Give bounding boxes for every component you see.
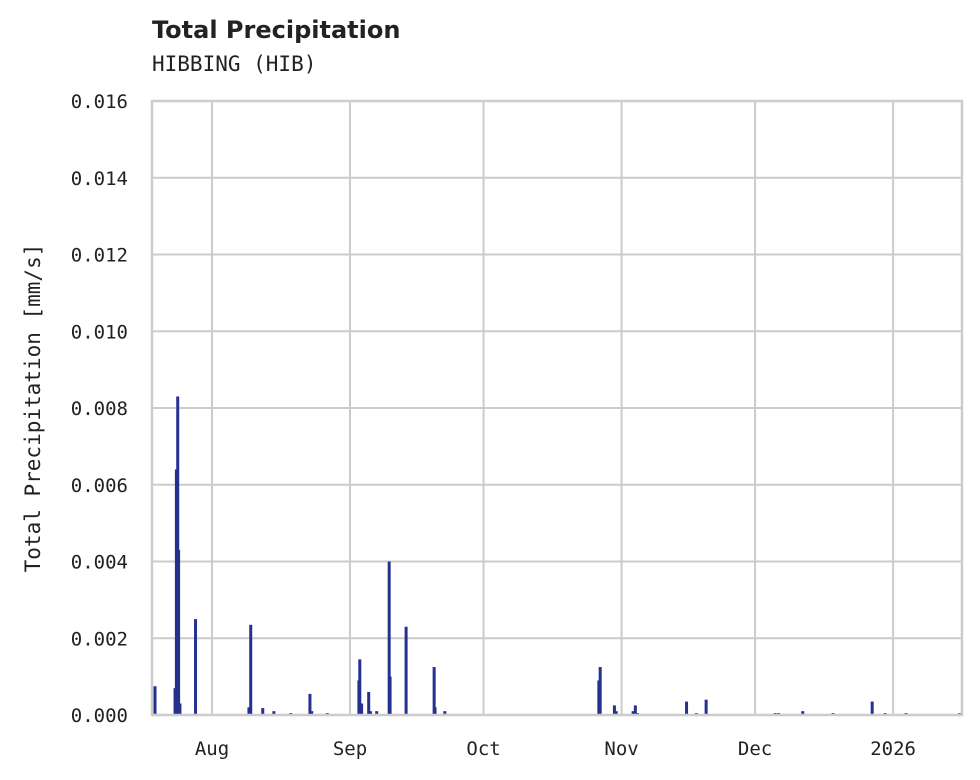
y-tick-label: 0.006 (71, 475, 128, 497)
precipitation-bar (870, 701, 874, 715)
precipitation-bar (443, 711, 447, 715)
precipitation-bar (375, 711, 379, 715)
precipitation-bar (614, 711, 618, 715)
y-tick-label: 0.000 (71, 705, 128, 727)
precipitation-bar (368, 711, 372, 715)
precipitation-bar (367, 691, 371, 715)
precipitation-bar (598, 667, 602, 715)
precipitation-bar (310, 711, 314, 715)
precipitation-bar (194, 619, 198, 715)
precipitation-bar (432, 667, 436, 715)
y-tick-label: 0.016 (71, 91, 128, 113)
x-tick-label: 2026 (870, 738, 916, 760)
precipitation-bar (387, 561, 391, 715)
y-tick-label: 0.014 (71, 168, 128, 190)
y-tick-label: 0.002 (71, 628, 128, 650)
precipitation-bar (153, 686, 157, 715)
precipitation-bar (178, 703, 182, 715)
precipitation-bar (247, 707, 251, 715)
x-tick-label: Oct (466, 738, 500, 760)
precipitation-bar (433, 707, 437, 715)
y-tick-label: 0.004 (71, 552, 128, 574)
y-tick-label: 0.010 (71, 321, 128, 343)
chart-title: Total Precipitation (152, 16, 401, 44)
plot-frame (150, 99, 964, 717)
precipitation-bar (308, 693, 312, 715)
precipitation-bar (249, 624, 253, 715)
x-tick-label: Aug (195, 738, 229, 760)
precipitation-bar (360, 703, 364, 715)
y-axis-ticks: 0.000 0.002 0.004 0.006 0.008 0.010 0.012 0.014… (71, 91, 128, 727)
x-tick-label: Nov (604, 738, 638, 760)
precipitation-bar (704, 699, 708, 715)
precipitation-bar (358, 659, 362, 715)
x-axis-ticks: Aug Sep Oct Nov Dec 2026 (195, 738, 916, 760)
precipitation-bar (633, 705, 637, 715)
precipitation-bar (272, 711, 276, 715)
precipitation-bar (177, 549, 181, 715)
precipitation-bar (261, 708, 265, 715)
precipitation-bar (801, 711, 805, 715)
y-axis-label: Total Precipitation [mm/s] (21, 244, 45, 573)
chart-subtitle: HIBBING (HIB) (152, 52, 317, 76)
gridlines (152, 100, 962, 716)
x-tick-label: Dec (738, 738, 772, 760)
precipitation-bar (685, 701, 689, 715)
y-tick-label: 0.008 (71, 398, 128, 420)
precipitation-bar (404, 626, 408, 715)
precipitation-bar (612, 705, 616, 715)
precipitation-series (153, 396, 962, 715)
precipitation-bar (388, 676, 392, 715)
precipitation-bar (631, 711, 635, 715)
x-tick-label: Sep (333, 738, 367, 760)
y-tick-label: 0.012 (71, 245, 128, 267)
